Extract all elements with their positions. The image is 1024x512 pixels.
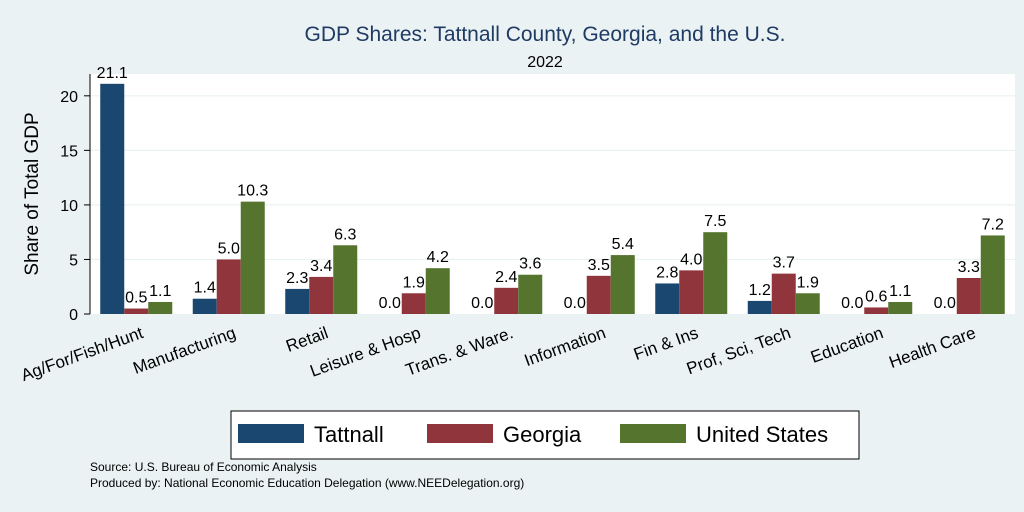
bar-georgia: [864, 307, 889, 314]
value-label: 0.6: [865, 288, 887, 305]
bar-united-states: [148, 302, 173, 314]
legend-swatch: [427, 424, 493, 443]
x-category-label: Education: [808, 323, 886, 367]
value-label: 0.0: [471, 295, 493, 312]
value-label: 1.9: [797, 274, 819, 291]
chart-subtitle: 2022: [527, 54, 563, 71]
bar-tattnall: [192, 298, 217, 314]
x-category-label: Manufacturing: [130, 323, 238, 378]
source-note: Source: U.S. Bureau of Economic Analysis: [90, 460, 317, 474]
y-tick-label: 15: [60, 143, 78, 160]
value-label: 3.4: [310, 258, 332, 275]
legend: Tattnall Georgia United States: [230, 410, 860, 460]
bar-georgia: [309, 276, 334, 314]
bar-united-states: [888, 302, 913, 314]
bar-tattnall: [747, 300, 772, 314]
value-label: 1.1: [149, 283, 171, 300]
x-category-label: Information: [522, 323, 608, 370]
value-label: 3.6: [519, 256, 541, 273]
bar-georgia: [586, 275, 611, 314]
value-label: 1.2: [749, 282, 771, 299]
bar-georgia: [124, 308, 149, 314]
value-label: 1.9: [403, 274, 425, 291]
value-label: 0.0: [841, 295, 863, 312]
value-label: 3.7: [773, 255, 795, 272]
bar-georgia: [494, 287, 519, 314]
value-label: 10.3: [237, 183, 268, 200]
bar-united-states: [518, 274, 543, 314]
value-label: 3.3: [958, 259, 980, 276]
producer-note: Produced by: National Economic Education…: [90, 476, 524, 490]
value-label: 5.0: [218, 240, 240, 257]
value-label: 4.2: [427, 249, 449, 266]
y-tick-label: 0: [69, 307, 78, 324]
value-label: 0.0: [564, 295, 586, 312]
x-category-label: Prof, Sci, Tech: [684, 323, 793, 378]
value-label: 0.5: [125, 290, 147, 307]
y-tick-label: 10: [60, 198, 78, 215]
y-tick-label: 20: [60, 89, 78, 106]
value-label: 2.3: [286, 270, 308, 287]
bar-georgia: [679, 270, 704, 314]
value-labels-group: 21.10.5 1.1 1.45.010.32.33.46.30.01.94.20.…: [97, 65, 1004, 312]
y-axis-ticks: 0 5 10 15 20: [60, 89, 90, 324]
bars-group: [100, 83, 1005, 315]
bar-united-states: [703, 232, 728, 314]
bar-georgia: [401, 293, 426, 314]
bar-tattnall: [655, 283, 680, 314]
chart-title: GDP Shares: Tattnall County, Georgia, an…: [305, 23, 786, 46]
value-label: 0.0: [934, 295, 956, 312]
bar-united-states: [240, 201, 265, 314]
bar-united-states: [610, 255, 635, 314]
x-category-label: Trans. & Ware.: [403, 323, 516, 380]
bar-united-states: [795, 293, 820, 314]
bar-united-states: [333, 245, 358, 314]
bar-georgia: [216, 259, 241, 314]
x-category-label: Ag/For/Fish/Hunt: [18, 323, 145, 385]
bar-tattnall: [285, 288, 310, 314]
value-label: 7.2: [982, 216, 1004, 233]
x-category-label: Retail: [283, 323, 330, 356]
value-label: 7.5: [704, 213, 726, 230]
value-label: 3.5: [588, 257, 610, 274]
legend-swatch: [620, 424, 686, 443]
y-tick-label: 5: [69, 252, 78, 269]
bar-united-states: [980, 235, 1005, 314]
value-label: 5.4: [612, 236, 634, 253]
bar-georgia: [771, 273, 796, 314]
value-label: 1.1: [889, 283, 911, 300]
bar-united-states: [425, 268, 450, 314]
y-axis-title: Share of Total GDP: [22, 112, 43, 275]
legend-box: [230, 410, 860, 460]
legend-label: Georgia: [503, 422, 582, 447]
value-label: 0.0: [379, 295, 401, 312]
value-label: 2.8: [656, 264, 678, 281]
bar-georgia: [956, 278, 981, 314]
legend-label: Tattnall: [314, 422, 384, 447]
value-label: 6.3: [334, 226, 356, 243]
value-label: 1.4: [194, 280, 216, 297]
legend-swatch: [238, 424, 304, 443]
legend-label: United States: [696, 422, 828, 447]
value-label: 4.0: [680, 251, 702, 268]
value-label: 2.4: [495, 269, 517, 286]
bar-tattnall: [100, 83, 125, 315]
x-category-label: Health Care: [886, 323, 978, 372]
value-label: 21.1: [97, 65, 128, 82]
